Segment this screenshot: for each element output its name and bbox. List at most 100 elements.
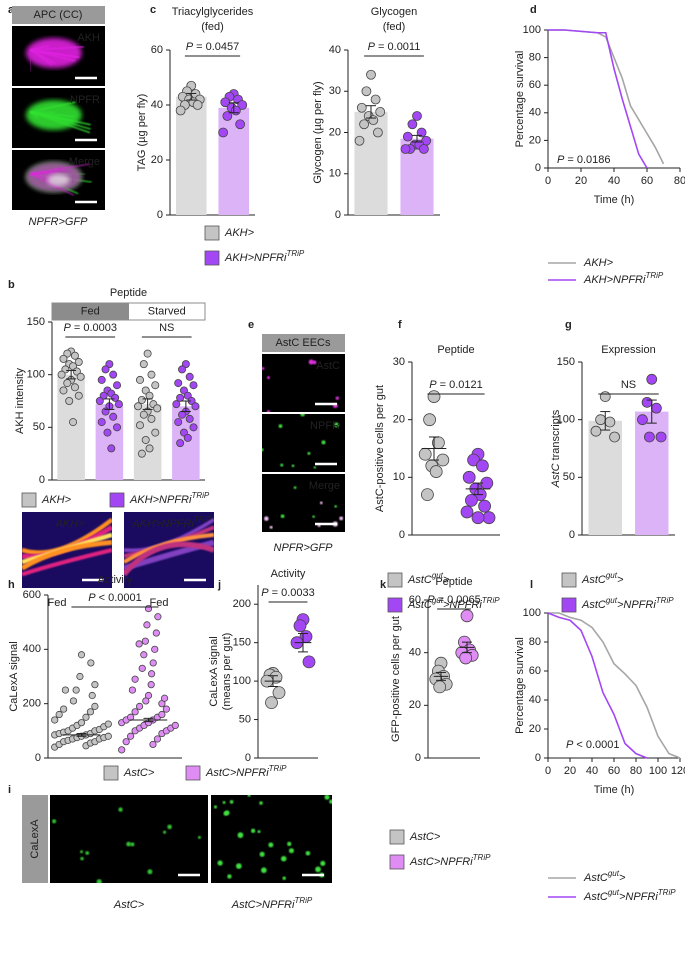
y-tick-label: 20 [151,154,163,166]
y-tick-label: 40 [151,99,163,111]
data-point [475,459,489,473]
y-tick-label: 600 [23,589,41,601]
cell [222,801,226,804]
legend-label: AKH> [41,494,72,506]
legend-swatch [21,492,37,508]
cell [162,830,167,834]
data-point [86,708,95,716]
data-point [175,105,186,116]
comparison-label: P = 0.0003 [63,322,117,334]
text-part: P [88,592,96,604]
data-point [82,713,90,721]
data-point [87,659,95,667]
legend-swatch [204,250,220,266]
legend-swatch [204,225,220,241]
y-tick-label: 20 [409,699,421,711]
process [30,49,76,62]
data-point [354,135,365,146]
text-part: = 0.0033 [269,587,315,599]
y-tick-label: 20 [529,723,541,735]
data-point [65,396,74,405]
y-tick-label: 200 [233,598,251,610]
cell [334,505,337,508]
cell [288,848,294,854]
comparison-label: NS [621,379,636,391]
data-point [55,710,63,719]
y-tick-label: 0 [399,529,405,541]
micrograph [12,150,105,210]
data-point [69,362,78,371]
chart-title: Glycogen [371,6,417,18]
image-content [25,162,92,196]
y-tick-label: 0 [335,209,341,221]
legend-swatch [387,572,403,588]
legend-swatch [561,597,577,613]
image-caption: NPFR>GFP [29,216,89,228]
y-tick-label: 80 [529,636,541,648]
data-point [113,423,122,432]
data-point [599,391,611,403]
cell [291,464,295,468]
x-tick-label: 60 [608,765,620,777]
legend-swatch [389,829,405,845]
y-axis-label: AKH intensity [14,367,26,434]
chart-title: (fed) [201,21,224,33]
image-header [12,6,105,24]
data-point [302,655,316,669]
data-point [368,115,379,126]
cell [308,359,314,365]
micrograph [262,354,345,412]
text-part: AstC>NPFRi [205,767,269,779]
process [30,169,71,175]
data-point [637,414,648,426]
data-point [460,609,474,623]
legend-label: AstCgut>NPFRiTRiP [581,596,674,611]
data-point [143,349,152,358]
y-tick-label: 100 [233,675,251,687]
cell [167,824,172,830]
data-point [135,421,144,430]
y-tick-label: 20 [529,134,541,146]
data-point [91,702,99,710]
panel-letter: e [248,319,254,331]
text-part: < 0.0001 [96,592,142,604]
data-point [644,431,655,443]
chart-title: Peptide [437,344,474,356]
comparison-label: P = 0.0457 [186,41,240,53]
data-point [185,372,194,381]
data-point [103,428,112,437]
data-point [595,414,606,426]
data-point [641,396,653,408]
data-point [59,386,68,395]
data-point [655,431,667,443]
image-header [262,334,345,352]
data-point [171,721,179,730]
chart-title: Expression [601,344,655,356]
cell [223,811,229,816]
cell [264,516,269,521]
process [30,111,91,134]
y-axis-label: AstC-positive cells per gut [374,385,386,512]
x-tick-label: 40 [586,765,598,777]
data-point [113,381,122,390]
data-point [361,86,372,97]
text-part: P [427,594,435,606]
cell [227,874,232,879]
y-tick-label: 60 [409,594,421,606]
data-point [172,400,181,409]
x-tick-label: 80 [674,175,685,187]
process [30,45,84,51]
data-point [104,732,112,740]
data-point [109,370,118,379]
text-part: AKH>NPFRi [131,518,194,530]
data-point [61,686,70,694]
cell [282,876,286,880]
data-point [375,106,386,117]
x-tick-label: 60 [641,175,653,187]
data-point [145,391,154,400]
data-point [174,379,183,388]
legend-swatch [109,492,125,508]
comparison-label: P = 0.0033 [261,587,315,599]
image-content [25,100,91,134]
data-point [372,127,383,138]
